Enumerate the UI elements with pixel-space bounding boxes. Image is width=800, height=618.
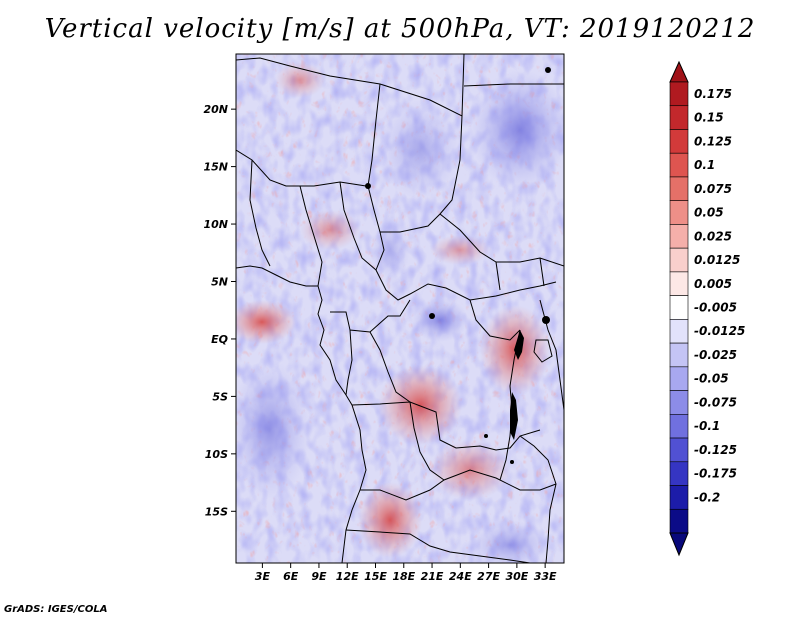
colorbar-label: 0.1 <box>694 158 715 172</box>
colorbar-swatch <box>669 319 689 344</box>
lat-tick-label: 15N <box>203 161 228 174</box>
lon-tick-label: 9E <box>311 570 327 583</box>
colorbar-swatch <box>669 271 689 296</box>
velocity-field <box>236 54 564 563</box>
lon-tick-label: 18E <box>392 570 415 583</box>
colorbar-swatch <box>669 105 689 130</box>
colorbar-label: -0.05 <box>694 372 729 386</box>
lat-tick-label: 5N <box>211 275 228 288</box>
colorbar-label: 0.005 <box>694 277 732 291</box>
colorbar-swatch <box>669 437 689 463</box>
map-frame <box>235 53 565 564</box>
colorbar-swatch <box>669 414 689 439</box>
lon-tick-label: 21E <box>421 570 444 583</box>
grads-credit: GrADS: IGES/COLA <box>4 604 108 615</box>
colorbar-label: 0.15 <box>694 111 724 125</box>
colorbar-label: -0.005 <box>694 301 737 315</box>
colorbar-label: -0.1 <box>694 419 720 433</box>
colorbar-label: -0.125 <box>694 443 737 457</box>
lon-tick-label: 15E <box>364 570 387 583</box>
lon-tick-label: 24E <box>449 570 472 583</box>
lon-tick-label: 3E <box>255 570 271 583</box>
colorbar-label: -0.025 <box>694 348 737 362</box>
colorbar-label: 0.125 <box>694 134 732 148</box>
colorbar-swatch <box>669 129 689 154</box>
lat-tick-label: 15S <box>205 505 228 518</box>
colorbar-label: 0.05 <box>694 206 724 220</box>
colorbar-swatch <box>669 176 689 201</box>
colorbar-bottom-arrow <box>669 532 689 557</box>
colorbar-label: 0.025 <box>694 229 732 243</box>
lat-tick-label: EQ <box>211 333 228 346</box>
colorbar-label: 0.175 <box>694 87 732 101</box>
lon-tick-label: 12E <box>336 570 359 583</box>
colorbar-label: -0.075 <box>694 395 737 409</box>
colorbar-swatch <box>669 247 689 273</box>
colorbar-label: 0.0125 <box>694 253 740 267</box>
colorbar-label: -0.2 <box>694 490 720 504</box>
colorbar-label: -0.0125 <box>694 324 745 338</box>
map-title: Vertical velocity [m/s] at 500hPa, VT: 2… <box>44 14 756 44</box>
lakes <box>365 67 553 464</box>
colorbar-label: -0.175 <box>694 467 737 481</box>
colorbar-swatch <box>669 508 689 534</box>
colorbar-swatch <box>669 200 689 225</box>
colorbar-swatch <box>669 81 689 107</box>
lon-tick-label: 30E <box>505 570 528 583</box>
colorbar: 0.175 0.15 0.125 0.1 0.075 0.05 0.025 0.0125 0.0… <box>669 60 745 557</box>
lon-tick-label: 33E <box>534 570 557 583</box>
colorbar-swatch <box>669 366 689 391</box>
lat-tick-label: 5S <box>212 390 228 403</box>
colorbar-swatch <box>669 295 689 320</box>
colorbar-swatch <box>669 461 689 486</box>
longitude-axis: 3E 6E 9E 12E 15E 18E 21E 24E 27E 30E 33E <box>255 563 557 583</box>
lon-tick-label: 6E <box>283 570 299 583</box>
lat-tick-label: 10N <box>203 218 228 231</box>
lat-tick-label: 10S <box>205 448 228 461</box>
colorbar-swatch <box>669 224 689 249</box>
country-borders <box>236 54 564 563</box>
colorbar-top-arrow <box>669 60 689 83</box>
colorbar-swatch <box>669 485 689 510</box>
lon-tick-label: 27E <box>477 570 500 583</box>
colorbar-label: 0.075 <box>694 182 732 196</box>
colorbar-swatch <box>669 342 689 368</box>
lat-tick-label: 20N <box>203 103 228 116</box>
colorbar-swatch <box>669 152 689 178</box>
colorbar-swatch <box>669 390 689 415</box>
latitude-axis: 20N 15N 10N 5N EQ 5S 10S 15S <box>203 103 236 518</box>
